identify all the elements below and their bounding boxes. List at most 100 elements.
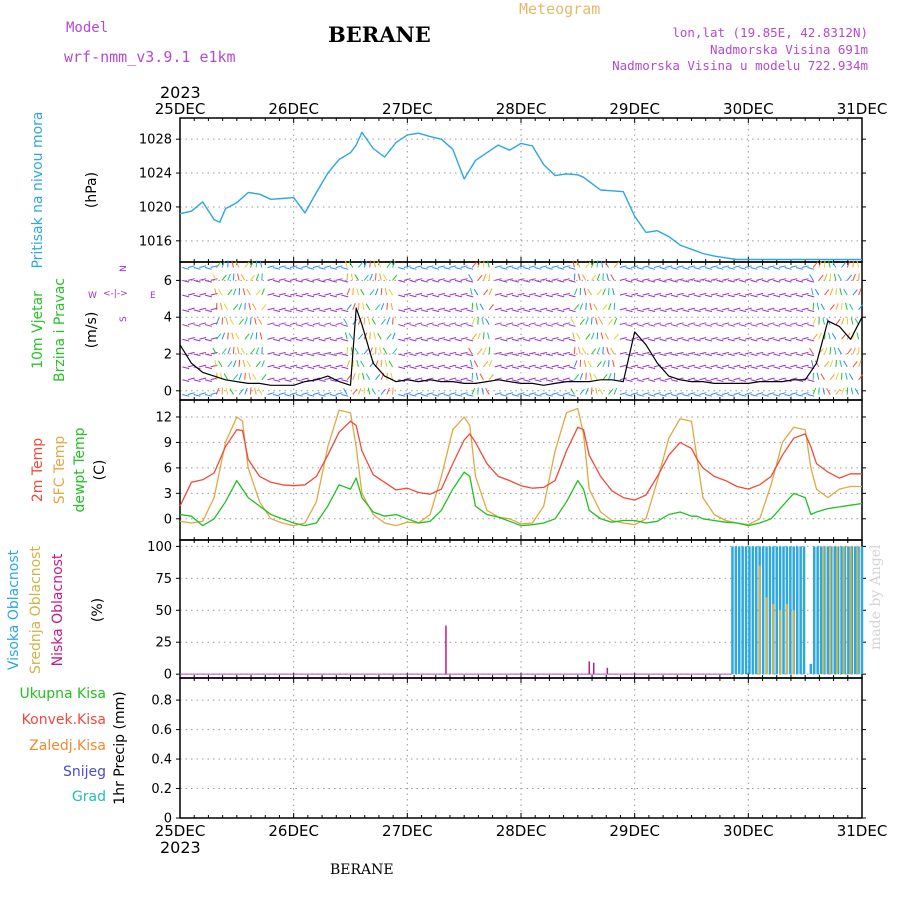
- wind-barb: [750, 366, 758, 370]
- wind-barb: [756, 307, 764, 311]
- wind-barb: [665, 292, 673, 296]
- wind-barb: [572, 260, 575, 268]
- wind-barb: [352, 303, 356, 311]
- wind-barb: [636, 366, 644, 370]
- wind-barb: [273, 379, 281, 382]
- wind-barb: [613, 387, 618, 395]
- wind-barb: [432, 353, 440, 357]
- wind-barb: [744, 392, 752, 395]
- wind-barb: [212, 347, 217, 355]
- wind-barb: [329, 309, 337, 313]
- y-tick-label: 1020: [139, 200, 172, 215]
- wind-barb: [816, 302, 820, 310]
- wind-barb: [204, 294, 212, 298]
- wind-barb: [210, 351, 218, 355]
- high-cloud-bar: [843, 546, 847, 675]
- wind-barb: [585, 302, 587, 310]
- wind-barb: [477, 274, 483, 281]
- wind-barb: [229, 318, 234, 325]
- wind-barb: [619, 337, 627, 340]
- wind-barb: [756, 278, 764, 281]
- wind-barb: [343, 388, 348, 395]
- wind-barb: [722, 265, 730, 269]
- wind-barb: [454, 366, 463, 370]
- wind-barb: [318, 294, 326, 298]
- wind-barb: [380, 388, 386, 395]
- wind-barb: [390, 302, 394, 310]
- x-tick-label-top: 30DEC: [723, 100, 774, 118]
- compass-w: W: [88, 291, 97, 301]
- high-cloud-bar: [768, 546, 772, 675]
- wind-barb: [242, 288, 246, 296]
- wind-barb: [346, 288, 351, 296]
- wind-barb: [722, 392, 730, 395]
- wind-barb: [284, 279, 292, 283]
- wind-barb: [352, 373, 356, 380]
- wind-barb: [665, 337, 673, 340]
- wind-barb: [341, 267, 349, 270]
- wind-barb: [341, 393, 349, 397]
- wind-axis-label: 10m Vjetar: [30, 291, 46, 369]
- wind-barb: [636, 267, 644, 270]
- wind-barb: [619, 392, 627, 395]
- wind-barb: [204, 267, 212, 270]
- wind-barb: [432, 324, 440, 327]
- wind-barb: [572, 332, 575, 340]
- wind-barb: [687, 265, 696, 269]
- wind-barb: [506, 322, 514, 326]
- wind-barb: [653, 292, 661, 296]
- wind-barb: [699, 292, 707, 296]
- wind-barb: [807, 324, 815, 327]
- wind-barb: [454, 294, 463, 298]
- wind-barb: [699, 337, 707, 340]
- wind-barb: [625, 393, 633, 397]
- wind-barb: [403, 265, 411, 269]
- wind-barb: [795, 393, 804, 397]
- wind-barb: [583, 359, 587, 367]
- wind-barb: [852, 347, 856, 355]
- wind-barb: [642, 265, 650, 269]
- wind-barb: [795, 294, 804, 298]
- y-tick-label: 0.8: [151, 694, 172, 709]
- wind-barb: [182, 393, 190, 397]
- wind-barb: [409, 366, 417, 370]
- wind-barb: [767, 392, 775, 395]
- wind-barb: [523, 324, 531, 327]
- wind-barb: [818, 332, 822, 340]
- wind-barb: [215, 261, 222, 268]
- wind-barb: [460, 265, 468, 269]
- wind-barb: [278, 292, 286, 296]
- wind-barb: [415, 265, 423, 269]
- x-tick-label-top: 25DEC: [155, 100, 206, 118]
- wind-barb: [466, 279, 474, 283]
- wind-barb: [608, 303, 612, 311]
- wind-barb: [449, 377, 457, 381]
- wind-barb: [653, 351, 661, 355]
- wind-barb: [665, 278, 673, 281]
- y-tick-label: 50: [155, 604, 172, 619]
- wind-barb: [710, 377, 718, 381]
- wind-barb: [636, 294, 644, 298]
- wind-barb: [232, 288, 237, 296]
- wind-barb: [545, 267, 553, 270]
- wind-barb: [193, 309, 201, 313]
- wind-barb: [193, 379, 201, 382]
- wind-barb: [204, 324, 212, 327]
- wind-barb: [716, 379, 724, 382]
- wind-barb: [716, 294, 724, 298]
- wind-barb: [790, 292, 798, 296]
- wind-barb: [403, 278, 411, 281]
- wind-barb: [454, 279, 463, 283]
- wind-barb: [682, 294, 690, 298]
- wind-barb: [648, 379, 656, 382]
- sfc-temp-line: [179, 407, 862, 527]
- wind-barb: [705, 338, 713, 342]
- wind-barb: [562, 351, 570, 355]
- wind-barb: [443, 324, 451, 327]
- page-title: BERANE: [328, 22, 431, 47]
- wind-barb: [324, 307, 332, 311]
- wind-barb: [744, 364, 752, 368]
- wind-barb: [710, 307, 718, 311]
- wind-barb: [352, 359, 354, 367]
- wind-barb: [257, 388, 263, 395]
